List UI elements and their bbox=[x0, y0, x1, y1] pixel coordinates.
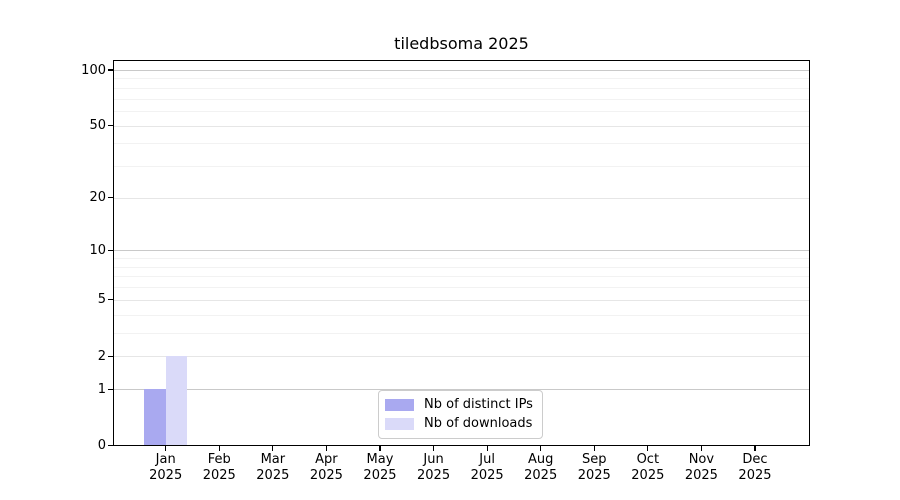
x-tick-mark bbox=[754, 446, 756, 451]
y-tick-label: 1 bbox=[97, 381, 106, 397]
y-tick-label: 2 bbox=[97, 348, 106, 364]
x-tick-mark bbox=[486, 446, 488, 451]
plot-area bbox=[113, 60, 810, 446]
x-tick-mark bbox=[272, 446, 274, 451]
x-tick-label: May 2025 bbox=[363, 451, 397, 483]
x-tick-label: Dec 2025 bbox=[738, 451, 772, 483]
legend-swatch-downloads bbox=[385, 417, 414, 430]
y-gridline bbox=[114, 299, 809, 301]
y-gridline-major bbox=[114, 70, 809, 71]
y-tick-mark bbox=[107, 299, 113, 301]
y-gridline-minor bbox=[114, 98, 809, 100]
x-tick-label: Mar 2025 bbox=[256, 451, 290, 483]
y-tick-label: 5 bbox=[97, 292, 106, 308]
x-tick-label: Jun 2025 bbox=[417, 451, 451, 483]
y-gridline-major bbox=[114, 389, 809, 391]
x-tick-mark bbox=[700, 446, 702, 451]
y-gridline-minor bbox=[114, 266, 809, 268]
y-gridline-major bbox=[114, 250, 809, 252]
y-tick-label: 50 bbox=[89, 118, 106, 134]
bar-nb-of-distinct-ips bbox=[144, 389, 166, 446]
y-gridline-minor bbox=[114, 314, 809, 316]
y-tick-label: 100 bbox=[81, 62, 106, 78]
x-tick-mark bbox=[379, 446, 381, 451]
x-tick-label: Sep 2025 bbox=[577, 451, 611, 483]
x-tick-label: Feb 2025 bbox=[202, 451, 236, 483]
x-tick-label: Nov 2025 bbox=[684, 451, 718, 483]
y-tick-mark bbox=[107, 249, 113, 251]
y-tick-label: 20 bbox=[89, 190, 106, 206]
x-tick-mark bbox=[165, 446, 167, 451]
x-tick-label: Aug 2025 bbox=[524, 451, 558, 483]
x-tick-mark bbox=[593, 446, 595, 451]
x-tick-mark bbox=[218, 446, 220, 451]
y-gridline-minor bbox=[114, 166, 809, 168]
y-tick-label: 0 bbox=[97, 438, 106, 453]
y-tick-mark bbox=[107, 69, 113, 71]
legend-label-distinct-ips: Nb of distinct IPs bbox=[424, 397, 533, 412]
y-gridline bbox=[114, 356, 809, 358]
y-tick-mark bbox=[107, 355, 113, 357]
y-gridline-minor bbox=[114, 287, 809, 289]
y-gridline-minor bbox=[114, 111, 809, 113]
y-gridline bbox=[114, 197, 809, 199]
legend: Nb of distinct IPs Nb of downloads bbox=[378, 390, 543, 439]
y-gridline-minor bbox=[114, 258, 809, 260]
x-tick-mark bbox=[432, 446, 435, 451]
x-tick-label: Apr 2025 bbox=[309, 451, 343, 483]
y-tick-mark bbox=[107, 124, 113, 127]
x-tick-mark bbox=[325, 446, 327, 451]
y-gridline-minor bbox=[114, 332, 809, 334]
x-tick-label: Jul 2025 bbox=[470, 451, 504, 483]
bar-nb-of-downloads bbox=[165, 356, 188, 446]
y-tick-mark bbox=[107, 197, 113, 199]
y-gridline bbox=[114, 125, 809, 127]
y-gridline-minor bbox=[114, 87, 809, 89]
y-tick-label: 10 bbox=[89, 242, 106, 258]
legend-item-distinct-ips: Nb of distinct IPs bbox=[385, 395, 535, 414]
y-gridline-minor bbox=[114, 143, 809, 145]
x-tick-label: Jan 2025 bbox=[149, 451, 183, 483]
y-tick-mark bbox=[107, 444, 113, 447]
x-tick-mark bbox=[540, 446, 542, 451]
y-tick-mark bbox=[107, 388, 113, 390]
legend-item-downloads: Nb of downloads bbox=[385, 414, 535, 433]
y-gridline-minor bbox=[114, 78, 809, 80]
legend-label-downloads: Nb of downloads bbox=[424, 416, 533, 431]
legend-swatch-distinct-ips bbox=[385, 398, 414, 411]
x-tick-label: Oct 2025 bbox=[631, 451, 665, 483]
x-tick-mark bbox=[647, 446, 649, 451]
chart-title: tiledbsoma 2025 bbox=[394, 34, 529, 53]
y-gridline-minor bbox=[114, 276, 809, 278]
